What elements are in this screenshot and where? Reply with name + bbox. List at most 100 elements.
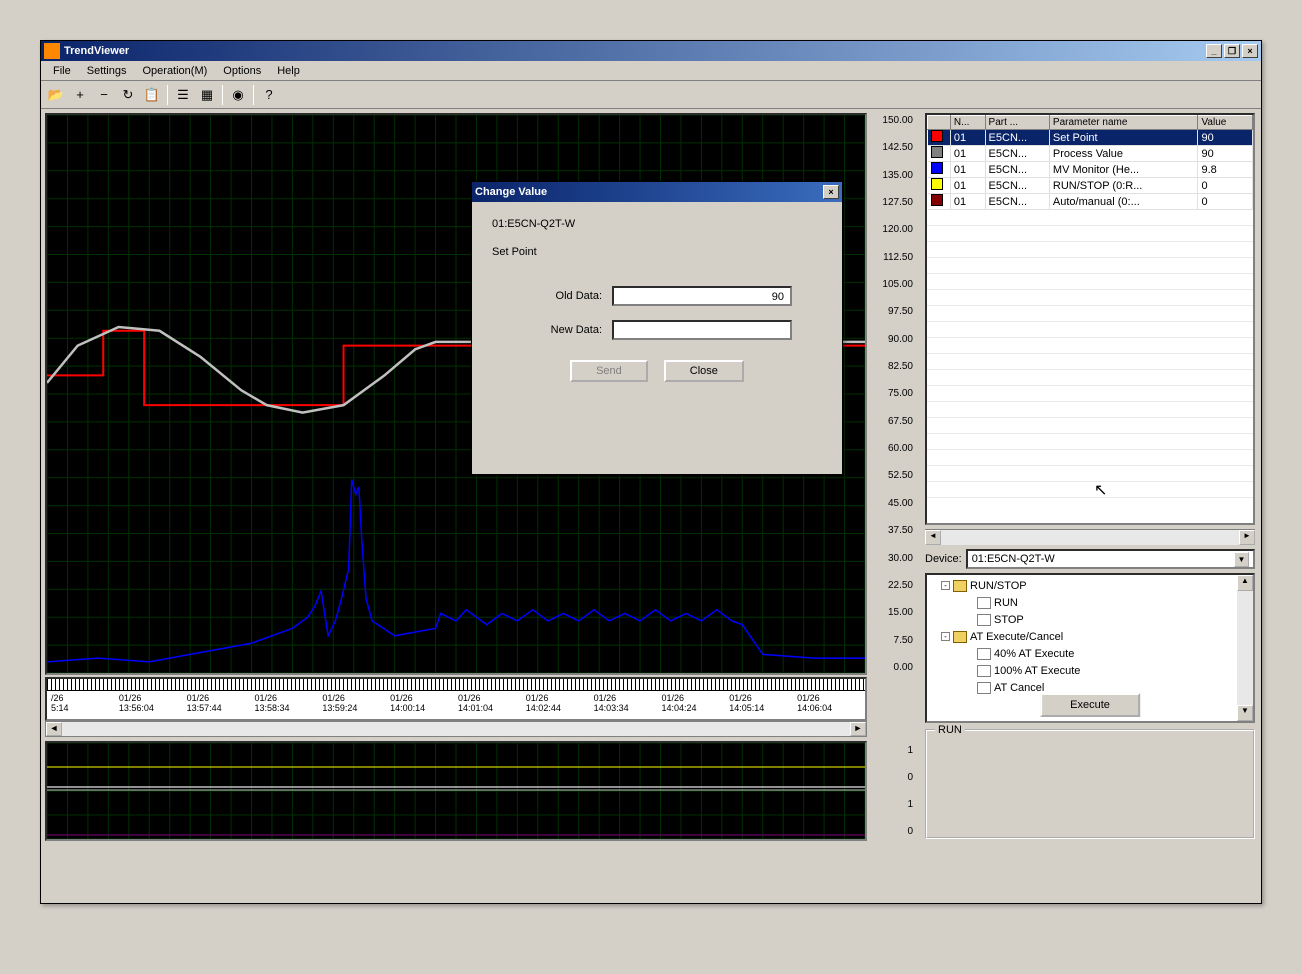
minimize-button[interactable]: _ [1206,44,1222,58]
new-data-label: New Data: [522,324,602,336]
main-window: TrendViewer _ ❐ × FileSettingsOperation(… [40,40,1262,904]
menu-settings[interactable]: Settings [79,63,135,79]
tree-label: 40% AT Execute [994,648,1074,660]
new-data-input[interactable] [612,320,792,340]
cell-n: 01 [950,146,985,162]
scroll-left-button[interactable]: ◄ [925,530,941,545]
lower-y-axis: 1010 [867,741,917,841]
maximize-button[interactable]: ❐ [1224,44,1240,58]
parameter-table[interactable]: N...Part ...Parameter nameValue 01 E5CN.… [925,113,1255,525]
color-swatch [931,178,943,190]
menu-operationm[interactable]: Operation(M) [134,63,215,79]
col-header[interactable]: Part ... [985,116,1049,130]
open-icon[interactable]: 📂 [45,84,67,106]
y-tick-label: 37.50 [871,525,913,536]
execute-button[interactable]: Execute [1040,693,1140,717]
table-row[interactable]: 01 E5CN... MV Monitor (He... 9.8 [928,162,1253,178]
dialog-title: Change Value [475,186,547,198]
device-label: Device: [925,553,962,565]
folder-icon [953,631,967,643]
app-icon [44,43,60,59]
table-row[interactable]: 01 E5CN... Set Point 90 [928,130,1253,146]
scroll-left-button[interactable]: ◄ [46,722,62,736]
lower-chart-area: 1010 [45,741,917,841]
table-row[interactable]: 01 E5CN... Auto/manual (0:... 0 [928,194,1253,210]
send-button[interactable]: Send [570,360,648,382]
x-tick-label: 01/2614:01:04 [458,693,526,713]
y-tick-label: 7.50 [871,635,913,646]
scroll-up-button[interactable]: ▲ [1237,575,1253,591]
table-row[interactable]: 01 E5CN... Process Value 90 [928,146,1253,162]
cell-n: 01 [950,130,985,146]
doc-icon [977,648,991,660]
close-dialog-button[interactable]: Close [664,360,744,382]
menu-file[interactable]: File [45,63,79,79]
x-tick-label: 01/2614:04:24 [661,693,729,713]
close-button[interactable]: × [1242,44,1258,58]
menubar: FileSettingsOperation(M)OptionsHelp [41,61,1261,81]
tree-label: 100% AT Execute [994,665,1080,677]
dialog-close-button[interactable]: × [823,185,839,199]
cell-value: 90 [1198,130,1253,146]
scroll-track[interactable] [62,722,850,736]
copy-icon[interactable]: 📋 [141,84,163,106]
cell-value: 90 [1198,146,1253,162]
scroll-right-button[interactable]: ► [850,722,866,736]
scroll-track[interactable] [941,530,1239,545]
tree-node[interactable]: -RUN/STOP [929,577,1235,594]
dropdown-arrow-icon[interactable]: ▼ [1234,552,1249,567]
hier-icon[interactable]: ▦ [196,84,218,106]
cell-param-name: Auto/manual (0:... [1049,194,1198,210]
menu-help[interactable]: Help [269,63,308,79]
y-tick-label: 105.00 [871,279,913,290]
remove-icon[interactable]: − [93,84,115,106]
y-tick-label: 142.50 [871,142,913,153]
x-tick-label: 01/2614:02:44 [526,693,594,713]
tree-label: AT Execute/Cancel [970,631,1063,643]
col-header[interactable]: Parameter name [1049,116,1198,130]
time-ruler: /265:1401/2613:56:0401/2613:57:4401/2613… [45,677,867,721]
tree-vscroll[interactable]: ▲ ▼ [1237,575,1253,721]
add-icon[interactable]: + [69,84,91,106]
col-header[interactable]: N... [950,116,985,130]
separator [167,85,168,105]
y-tick-label: 112.50 [871,252,913,263]
run-group-legend: RUN [935,724,965,736]
help-icon[interactable]: ? [258,84,280,106]
scroll-track[interactable] [1237,591,1253,705]
separator [253,85,254,105]
tree-node[interactable]: 100% AT Execute [929,662,1235,679]
scroll-right-button[interactable]: ► [1239,530,1255,545]
tree-node[interactable]: STOP [929,611,1235,628]
col-header[interactable] [928,116,951,130]
dialog-device-label: 01:E5CN-Q2T-W [492,218,822,230]
dialog-titlebar[interactable]: Change Value × [472,182,842,202]
table-row[interactable]: 01 E5CN... RUN/STOP (0:R... 0 [928,178,1253,194]
tree-node[interactable]: - AT Execute/Cancel [929,628,1235,645]
col-header[interactable]: Value [1198,116,1253,130]
tree-node[interactable]: RUN [929,594,1235,611]
tree-expand-icon[interactable]: - [941,632,950,641]
tree-node[interactable]: 40% AT Execute [929,645,1235,662]
tree-expand-icon[interactable]: - [941,581,950,590]
window-title: TrendViewer [64,45,129,57]
chart-hscroll[interactable]: ◄ ► [45,721,867,737]
cell-part: E5CN... [985,162,1049,178]
menu-options[interactable]: Options [215,63,269,79]
scroll-down-button[interactable]: ▼ [1237,705,1253,721]
old-data-label: Old Data: [522,290,602,302]
device-selected: 01:E5CN-Q2T-W [972,553,1055,565]
digital-chart[interactable] [45,741,867,841]
device-select[interactable]: 01:E5CN-Q2T-W ▼ [966,549,1255,569]
cell-part: E5CN... [985,194,1049,210]
cell-param-name: Set Point [1049,130,1198,146]
y-tick-label: 135.00 [871,170,913,181]
cell-param-name: MV Monitor (He... [1049,162,1198,178]
color-icon[interactable]: ◉ [227,84,249,106]
refresh-icon[interactable]: ↻ [117,84,139,106]
y-axis: 150.00142.50135.00127.50120.00112.50105.… [867,113,917,675]
x-tick-label: 01/2613:56:04 [119,693,187,713]
props-icon[interactable]: ☰ [172,84,194,106]
table-hscroll[interactable]: ◄ ► [925,529,1255,545]
x-tick-label: 01/2614:03:34 [594,693,662,713]
